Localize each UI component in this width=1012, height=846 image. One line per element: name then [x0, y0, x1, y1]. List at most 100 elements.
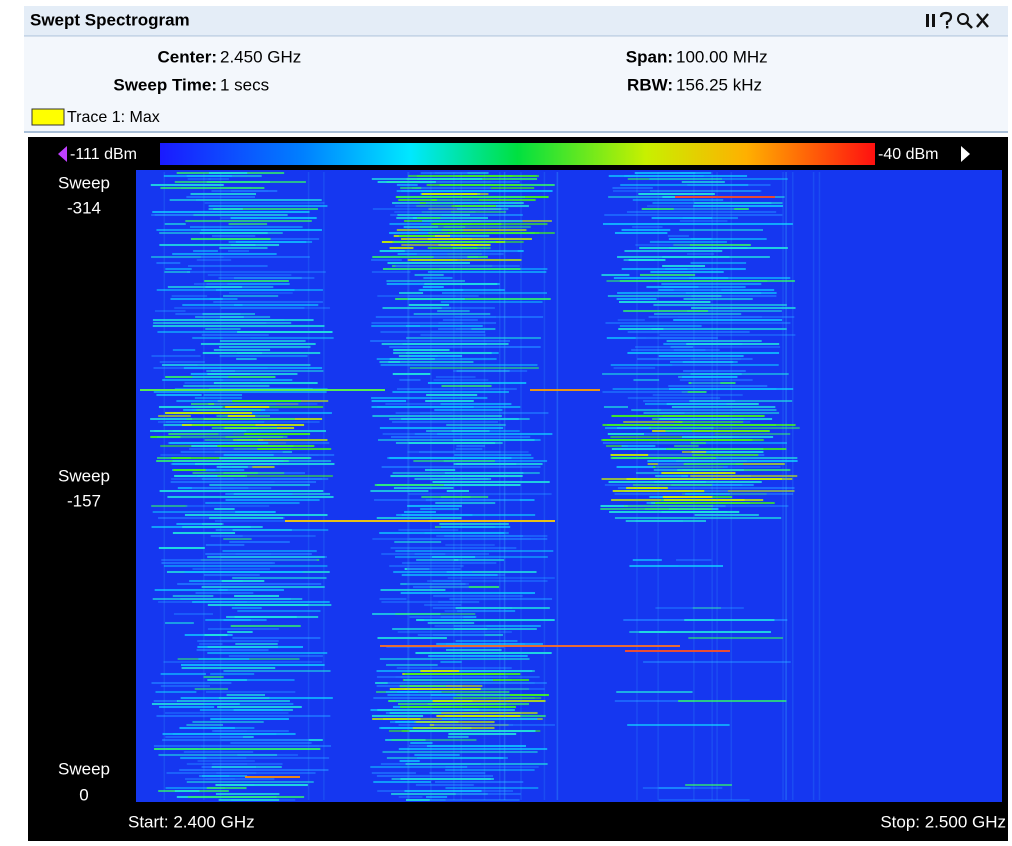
spectrogram-streak — [499, 172, 501, 800]
spectrogram-streak — [662, 256, 770, 258]
spectrogram-streak — [439, 523, 508, 525]
sweep-label: Sweep — [58, 173, 110, 192]
spectrogram-streak — [209, 484, 310, 486]
spectrogram-streak — [404, 790, 481, 792]
spectrogram-streak — [400, 685, 446, 687]
spectrogram-streak — [695, 514, 759, 516]
spectrogram-streak — [442, 292, 547, 294]
spectrogram-streak — [649, 178, 787, 180]
spectrogram-streak — [159, 547, 205, 549]
spectrogram-streak — [399, 379, 420, 381]
spectrogram-streak — [164, 175, 232, 177]
spectrogram-streak — [408, 451, 529, 453]
spectrogram-streak — [604, 406, 628, 408]
spectrogram-streak — [245, 776, 300, 778]
spectrogram-streak — [644, 412, 780, 414]
spectrogram-streak — [650, 241, 727, 243]
spectrogram-streak — [399, 748, 547, 750]
spectrogram-streak — [215, 520, 287, 522]
spectrogram-streak — [405, 673, 521, 675]
spectrogram-streak — [223, 295, 278, 297]
spectrogram-streak — [371, 397, 487, 399]
spectrogram-streak — [819, 172, 821, 800]
spectrogram-streak — [665, 268, 687, 270]
spectrogram-streak — [414, 478, 491, 480]
spectrogram-streak — [208, 628, 279, 630]
spectrogram-streak — [220, 340, 306, 342]
spectrogram-streak — [684, 619, 774, 621]
spectrogram-streak — [378, 181, 436, 183]
spectrogram-streak — [406, 763, 548, 765]
spectrogram-streak — [211, 727, 255, 729]
spectrogram-streak — [442, 307, 495, 309]
setting-label: Center: — [157, 47, 217, 66]
spectrogram-streak — [608, 295, 722, 297]
window-title: Swept Spectrogram — [30, 10, 190, 29]
spectrogram-streak — [420, 508, 459, 510]
spectrogram-streak — [393, 571, 472, 573]
spectrogram-streak — [161, 685, 210, 687]
spectrogram-streak — [669, 247, 747, 249]
spectrogram-streak — [386, 664, 438, 666]
spectrogram-streak — [627, 211, 776, 213]
setting-value: 156.25 kHz — [676, 75, 762, 94]
spectrogram-streak — [611, 457, 716, 459]
spectrogram-streak — [232, 607, 262, 609]
spectrogram-streak — [207, 757, 330, 759]
spectrogram-streak — [693, 172, 695, 800]
spectrogram-streak — [216, 793, 279, 795]
spectrogram-streak — [448, 736, 469, 738]
spectrogram-streak — [371, 325, 420, 327]
spectrogram-streak — [453, 172, 455, 800]
spectrogram-streak — [198, 658, 249, 660]
spectrogram-streak — [397, 388, 517, 390]
spectrogram-streak — [195, 463, 334, 465]
spectrogram-streak — [192, 424, 256, 426]
spectrogram-streak — [182, 304, 242, 306]
spectrogram-streak — [235, 616, 297, 618]
setting-value: 100.00 MHz — [676, 47, 768, 66]
spectrogram-streak — [156, 715, 330, 717]
spectrogram-streak — [234, 595, 279, 597]
spectrogram-streak — [169, 442, 268, 444]
spectrogram-streak — [612, 187, 652, 189]
spectrogram-streak — [396, 700, 433, 702]
spectrogram-streak — [652, 217, 713, 219]
spectrogram-streak — [228, 250, 249, 252]
spectrogram-streak — [379, 598, 406, 600]
spectrogram-streak — [207, 556, 325, 558]
spectrogram-streak — [195, 316, 244, 318]
spectrogram-streak — [228, 415, 255, 417]
spectrogram-streak — [376, 316, 543, 318]
spectrogram-streak — [372, 271, 411, 273]
spectrogram-streak — [661, 409, 732, 411]
spectrogram-streak — [448, 232, 555, 234]
spectrogram-streak — [649, 316, 762, 318]
spectrogram-streak — [235, 511, 275, 513]
spectrogram-streak — [396, 514, 535, 516]
spectrogram-streak — [657, 172, 659, 800]
spectrogram-streak — [674, 421, 743, 423]
spectrogram-streak — [217, 445, 314, 447]
colorbar-max: -40 dBm — [878, 146, 938, 163]
spectrogram-streak — [447, 490, 469, 492]
spectrogram-streak — [162, 739, 309, 741]
trace-label[interactable]: Trace 1: Max — [67, 109, 160, 126]
spectrogram-streak — [600, 508, 712, 510]
spectrogram-streak — [151, 682, 231, 684]
spectrogram-streak — [156, 229, 300, 231]
spectrogram-streak — [171, 298, 223, 300]
color-bar — [160, 143, 875, 165]
spectrogram-streak — [661, 511, 739, 513]
spectrogram-streak — [219, 346, 310, 348]
spectrogram-streak — [370, 340, 510, 342]
spectrogram-streak — [230, 742, 311, 744]
spectrogram-streak — [223, 472, 284, 474]
spectrogram-streak — [187, 271, 326, 273]
spectrogram-streak — [226, 499, 320, 501]
spectrogram-streak — [654, 469, 744, 471]
spectrogram-streak — [164, 172, 166, 800]
spectrogram-streak — [380, 331, 484, 333]
spectrogram-streak — [434, 256, 468, 258]
spectrogram-streak — [196, 409, 260, 411]
